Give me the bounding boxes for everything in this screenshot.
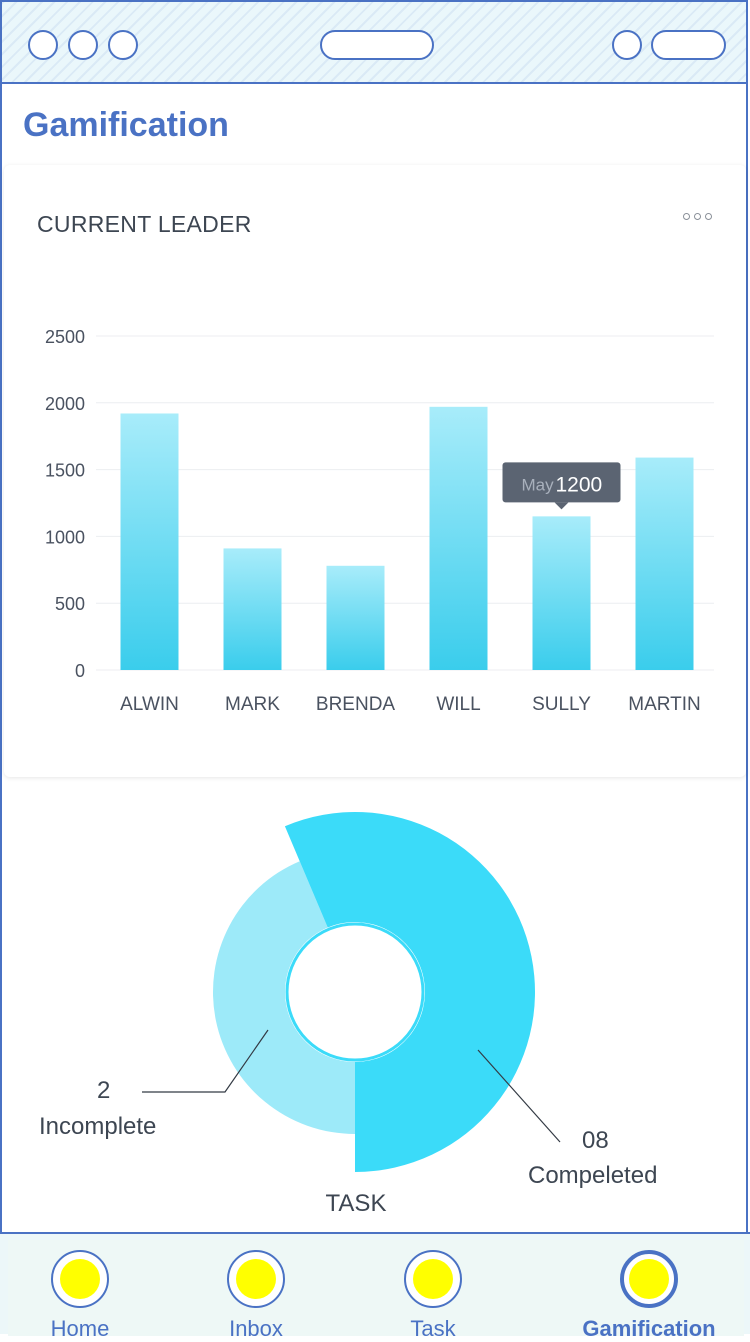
tab-label: Gamification — [582, 1316, 716, 1341]
y-tick-label: 0 — [75, 661, 85, 681]
incomplete-value: 2 — [97, 1077, 110, 1104]
incomplete-label: Incomplete — [39, 1113, 156, 1140]
tab-home[interactable]: Home — [0, 1240, 160, 1341]
tab-inbox[interactable]: Inbox — [176, 1240, 336, 1341]
tooltip-label: May — [522, 475, 555, 494]
x-tick-label: SULLY — [532, 694, 591, 715]
bar-martin[interactable] — [635, 457, 694, 670]
x-tick-label: ALWIN — [120, 694, 179, 715]
task-donut-chart: 2 Incomplete 08 Compeleted TASK — [39, 812, 657, 1217]
leader-card: CURRENT LEADER 0 500 1000 1500 2000 2500 ALWI… — [4, 165, 746, 777]
home-icon — [51, 1250, 109, 1308]
leader-line-incomplete — [142, 1029, 269, 1093]
tab-label: Inbox — [229, 1316, 283, 1341]
completed-label: Compeleted — [528, 1162, 657, 1189]
slice-incomplete[interactable] — [213, 861, 355, 1134]
window-button-3[interactable] — [108, 30, 138, 60]
menu-pill[interactable] — [651, 30, 726, 60]
bar-mark[interactable] — [223, 548, 282, 670]
action-button[interactable] — [612, 30, 642, 60]
inbox-icon — [227, 1250, 285, 1308]
task-icon — [404, 1250, 462, 1308]
bar-sully[interactable] — [532, 516, 591, 670]
page-title: Gamification — [23, 106, 229, 144]
status-bar — [0, 0, 748, 84]
tab-gamification[interactable]: Gamification — [569, 1240, 729, 1341]
y-tick-label: 1000 — [45, 527, 85, 547]
tooltip-value: 1200 — [556, 473, 603, 496]
completed-value: 08 — [582, 1127, 609, 1154]
y-tick-label: 500 — [55, 594, 85, 614]
bar-brenda[interactable] — [326, 565, 385, 670]
tab-task[interactable]: Task — [353, 1240, 513, 1341]
leader-line-completed — [477, 1049, 561, 1143]
leader-bar-chart: 0 500 1000 1500 2000 2500 ALWIN MARK BRENDA WILL… — [45, 327, 714, 715]
donut-hole — [285, 922, 425, 1062]
slice-completed[interactable] — [284, 812, 535, 1172]
bottom-tab-bar: Home Inbox Task Gamification — [0, 1232, 750, 1341]
bar-tooltip: May 1200 — [502, 462, 621, 510]
window-button-1[interactable] — [28, 30, 58, 60]
x-tick-label: MARTIN — [628, 694, 700, 715]
gamification-icon — [620, 1250, 678, 1308]
y-tick-label: 2000 — [45, 394, 85, 414]
tab-label: Home — [50, 1316, 110, 1341]
bar-will[interactable] — [429, 406, 488, 670]
y-tick-label: 2500 — [45, 327, 85, 347]
tab-label: Task — [410, 1316, 456, 1341]
window-button-2[interactable] — [68, 30, 98, 60]
x-tick-label: BRENDA — [316, 694, 396, 715]
card-title: CURRENT LEADER — [37, 211, 252, 237]
y-tick-label: 1500 — [45, 461, 85, 481]
x-tick-label: MARK — [225, 694, 280, 715]
donut-title: TASK — [326, 1190, 387, 1217]
address-pill[interactable] — [320, 30, 434, 60]
bar-alwin[interactable] — [120, 413, 179, 670]
x-tick-label: WILL — [436, 694, 480, 715]
more-horizontal-icon[interactable] — [683, 213, 712, 220]
